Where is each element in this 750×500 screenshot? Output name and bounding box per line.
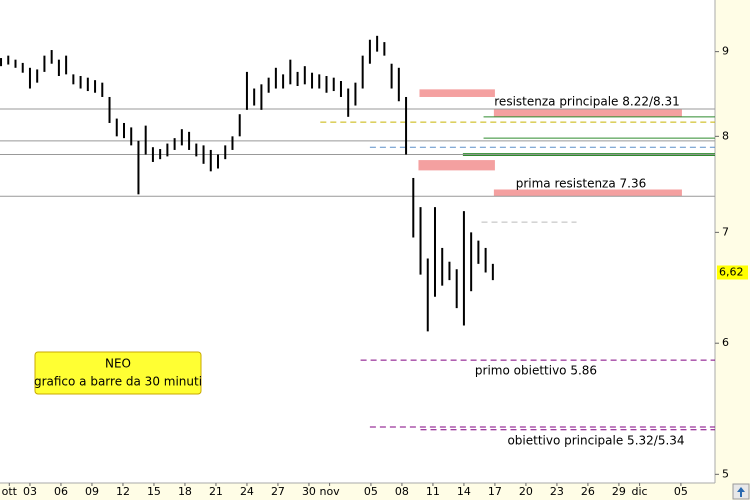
- x-tick-label: 26: [581, 485, 595, 498]
- info-box-bg: [34, 351, 202, 395]
- last-price-label: 6,62: [719, 265, 744, 278]
- resistance-zone: [419, 89, 495, 97]
- annotation: obiettivo principale 5.32/5.34: [507, 434, 684, 448]
- resistance-zone: [493, 189, 682, 197]
- y-axis-panel: [715, 0, 750, 500]
- annotation: prima resistenza 7.36: [516, 177, 647, 191]
- x-tick-label: 05: [674, 485, 688, 498]
- x-tick-label: 18: [178, 485, 192, 498]
- y-tick-label: 9: [722, 45, 729, 58]
- x-tick-label: ott: [2, 485, 18, 498]
- x-tick-label: 20: [519, 485, 533, 498]
- x-tick-label: 21: [209, 485, 223, 498]
- x-tick-label: 17: [488, 485, 502, 498]
- scroll-icon[interactable]: [737, 487, 745, 497]
- resistance-zone: [493, 108, 682, 117]
- x-tick-label: 05: [364, 485, 378, 498]
- last-price-box: [717, 265, 748, 280]
- x-tick-label: 14: [457, 485, 471, 498]
- x-tick-label: 12: [116, 485, 130, 498]
- y-tick-label: 6: [722, 336, 729, 349]
- x-tick-label: 24: [240, 485, 254, 498]
- x-tick-label: 09: [85, 485, 99, 498]
- info-box: NEO grafico a barre da 30 minuti: [34, 351, 202, 395]
- info-title: NEO: [105, 357, 131, 371]
- x-tick-label: dic: [632, 485, 648, 498]
- annotation: primo obiettivo 5.86: [475, 364, 597, 378]
- y-tick-label: 8: [722, 129, 729, 142]
- y-tick-label: 7: [722, 225, 729, 238]
- annotation: resistenza principale 8.22/8.31: [494, 95, 679, 109]
- x-tick-label: 30: [302, 485, 316, 498]
- x-tick-label: 11: [426, 485, 440, 498]
- x-tick-label: 03: [23, 485, 37, 498]
- x-tick-label: 15: [147, 485, 161, 498]
- info-subtitle: grafico a barre da 30 minuti: [34, 375, 202, 389]
- x-tick-label: 06: [54, 485, 68, 498]
- x-tick-label: 23: [550, 485, 564, 498]
- x-tick-label: 08: [395, 485, 409, 498]
- scroll-button[interactable]: [732, 483, 750, 500]
- y-tick-label: 5: [722, 467, 729, 480]
- resistance-zone: [418, 160, 495, 171]
- x-tick-label: 27: [271, 485, 285, 498]
- x-axis-panel: [0, 483, 750, 500]
- x-tick-label: 29: [612, 485, 626, 498]
- x-tick-label: nov: [319, 485, 340, 498]
